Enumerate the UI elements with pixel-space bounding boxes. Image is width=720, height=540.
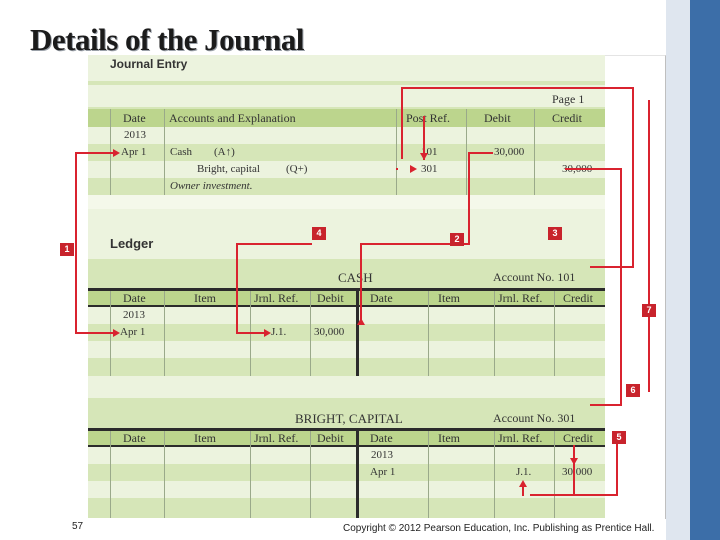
cash-col-jrnl-ref-2: Jrnl. Ref. bbox=[498, 291, 543, 305]
journal-col-date: Date bbox=[123, 111, 146, 125]
slide-title: Details of the Journal bbox=[30, 22, 305, 57]
journal-row-1-tag: (A↑) bbox=[214, 146, 235, 158]
journal-page-label: Page 1 bbox=[552, 92, 585, 106]
callout-6: 6 bbox=[626, 384, 640, 397]
journal-heading: Journal Entry bbox=[110, 57, 188, 71]
ledger-heading-band bbox=[88, 209, 605, 259]
callout-1: 1 bbox=[60, 243, 74, 256]
journal-col-post-ref: Post Ref. bbox=[406, 111, 451, 125]
journal-explanation: Owner investment. bbox=[170, 180, 253, 192]
capital-col-debit: Debit bbox=[317, 431, 344, 445]
capital-col-item-2: Item bbox=[438, 431, 460, 445]
capital-account-number: Account No. 301 bbox=[493, 411, 576, 425]
capital-entry-credit: 30,000 bbox=[562, 466, 593, 478]
journal-heading-band bbox=[88, 55, 605, 81]
cash-col-date-2: Date bbox=[370, 291, 393, 305]
journal-row-1-account: Cash bbox=[170, 146, 192, 158]
capital-col-date-2: Date bbox=[370, 431, 393, 445]
capital-col-jrnl-ref-2: Jrnl. Ref. bbox=[498, 431, 543, 445]
cash-col-jrnl-ref: Jrnl. Ref. bbox=[254, 291, 299, 305]
cash-col-item: Item bbox=[194, 291, 216, 305]
cash-col-debit: Debit bbox=[317, 291, 344, 305]
ledger-heading: Ledger bbox=[110, 236, 154, 251]
journal-row-2-tag: (Q+) bbox=[286, 163, 308, 175]
journal-row-2-account: Bright, capital bbox=[197, 163, 260, 175]
page-number: 57 bbox=[72, 521, 84, 532]
callout-2: 2 bbox=[450, 233, 464, 246]
cash-col-date: Date bbox=[123, 291, 146, 305]
journal-row-2-ref: 301 bbox=[421, 163, 438, 175]
journal-ledger-figure: Journal Entry Page 1 Date Accounts and E… bbox=[88, 55, 605, 518]
slide-accent-bar bbox=[690, 0, 720, 540]
cash-header-row bbox=[88, 291, 605, 306]
capital-col-date: Date bbox=[123, 431, 146, 445]
cash-year: 2013 bbox=[123, 309, 145, 321]
callout-3: 3 bbox=[548, 227, 562, 240]
journal-year: 2013 bbox=[124, 129, 146, 141]
journal-col-accounts: Accounts and Explanation bbox=[169, 111, 296, 125]
capital-account-band bbox=[88, 398, 605, 429]
capital-entry-ref: J.1. bbox=[516, 466, 532, 478]
callout-7: 7 bbox=[642, 304, 656, 317]
cash-col-item-2: Item bbox=[438, 291, 460, 305]
cash-col-credit: Credit bbox=[563, 291, 593, 305]
journal-col-debit: Debit bbox=[484, 111, 511, 125]
capital-col-item: Item bbox=[194, 431, 216, 445]
callout-4: 4 bbox=[312, 227, 326, 240]
cash-entry-date: Apr 1 bbox=[120, 326, 146, 338]
cash-entry-debit: 30,000 bbox=[314, 326, 345, 338]
capital-account-name: BRIGHT, CAPITAL bbox=[295, 411, 403, 426]
cash-account-name: CASH bbox=[338, 270, 373, 285]
capital-header-row bbox=[88, 431, 605, 446]
capital-year: 2013 bbox=[371, 449, 393, 461]
capital-col-credit: Credit bbox=[563, 431, 593, 445]
capital-entry-date: Apr 1 bbox=[370, 466, 396, 478]
figure-frame bbox=[605, 55, 666, 519]
journal-header-row bbox=[88, 109, 605, 127]
cash-entry-ref: J.1. bbox=[271, 326, 287, 338]
cash-account-number: Account No. 101 bbox=[493, 270, 576, 284]
copyright: Copyright © 2012 Pearson Education, Inc.… bbox=[343, 523, 655, 534]
journal-row-1-debit: 30,000 bbox=[494, 146, 525, 158]
cash-account-band bbox=[88, 259, 605, 289]
journal-col-credit: Credit bbox=[552, 111, 582, 125]
callout-5: 5 bbox=[612, 431, 626, 444]
slide-side-panel bbox=[666, 0, 690, 540]
capital-col-jrnl-ref: Jrnl. Ref. bbox=[254, 431, 299, 445]
journal-row-1-date: Apr 1 bbox=[121, 146, 147, 158]
